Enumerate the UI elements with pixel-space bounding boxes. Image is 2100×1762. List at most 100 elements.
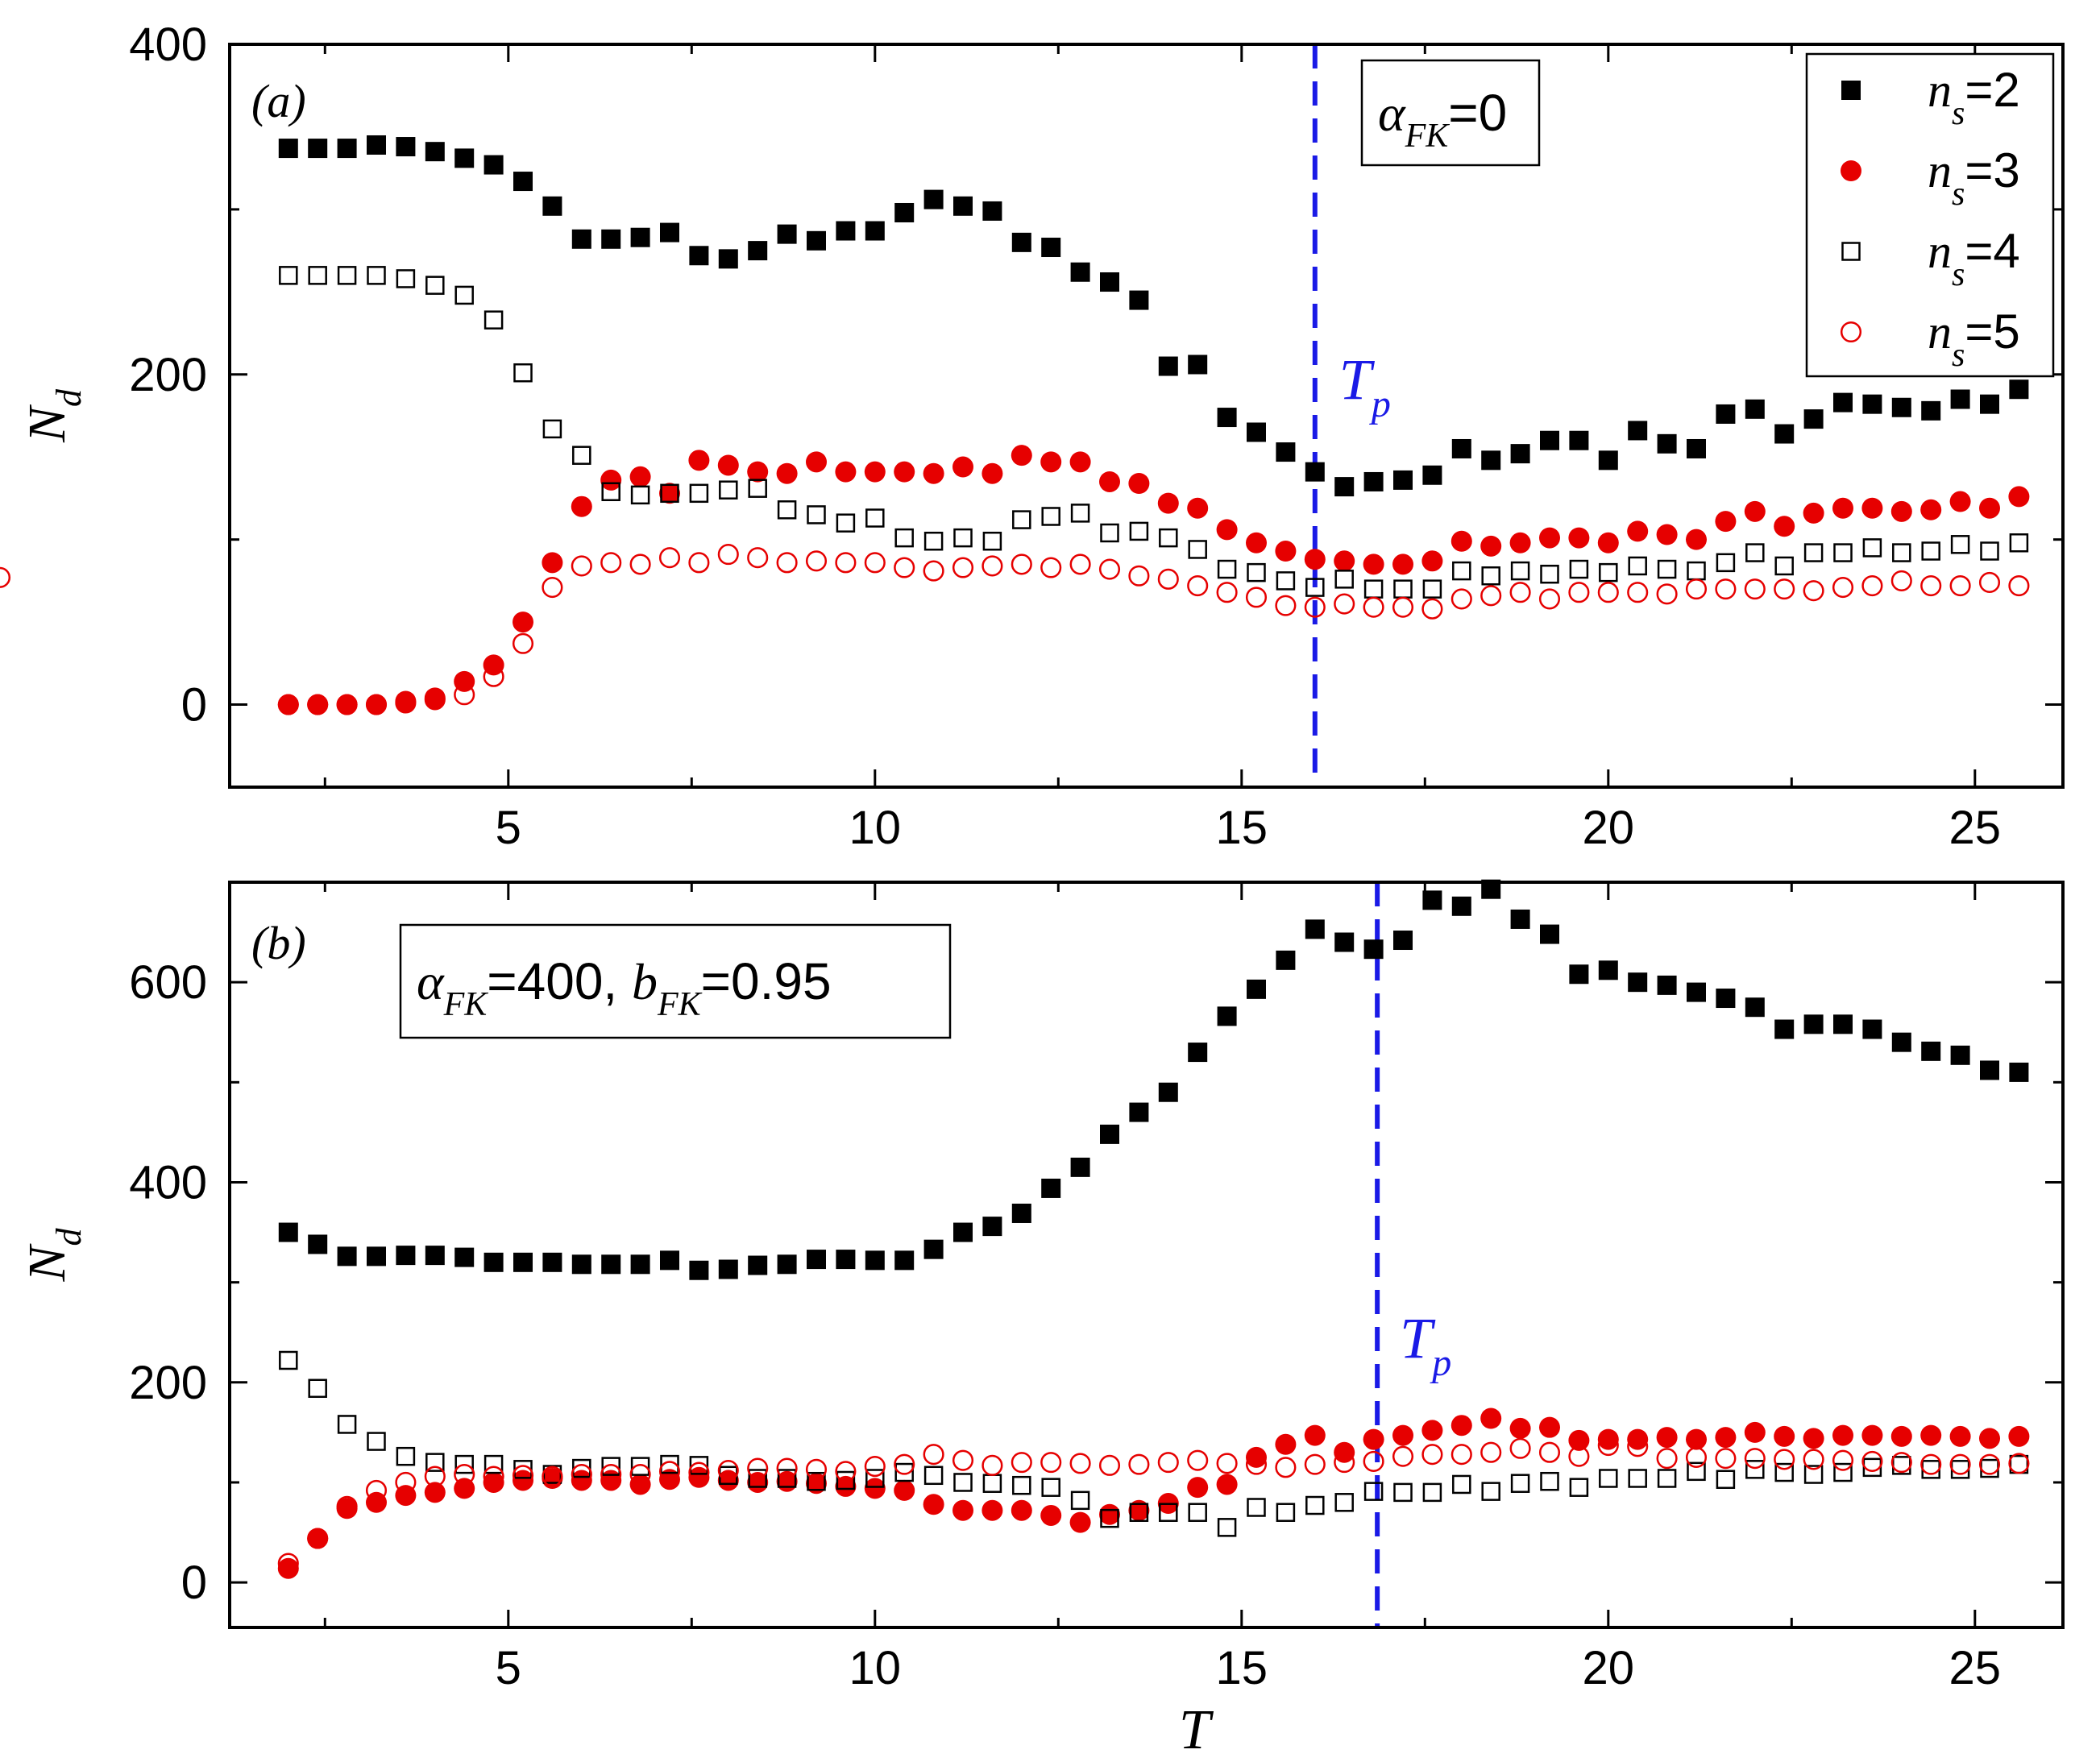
data-point (864, 461, 886, 483)
data-point (1715, 1448, 1737, 1470)
data-point (1569, 559, 1589, 579)
data-point (600, 552, 622, 574)
data-point (1041, 1178, 1061, 1198)
data-point (1100, 1124, 1119, 1144)
data-point (805, 1458, 828, 1480)
data-point (1246, 1446, 1267, 1468)
data-point (1188, 1503, 1207, 1522)
data-point (1098, 558, 1121, 580)
data-point (1628, 421, 1648, 441)
data-point (542, 419, 562, 439)
data-point (1538, 588, 1561, 610)
data-point (542, 577, 563, 599)
data-point (1069, 1453, 1091, 1474)
data-point (865, 221, 885, 241)
data-point (1540, 1471, 1559, 1491)
data-point (982, 531, 1002, 551)
data-point (864, 1456, 886, 1478)
data-point (1950, 1460, 1970, 1479)
data-point (894, 1250, 915, 1271)
data-point (571, 495, 592, 517)
annotation-sub2-b: FK (657, 986, 703, 1023)
data-point (923, 1444, 944, 1466)
data-point (748, 1469, 767, 1488)
data-point (396, 269, 416, 288)
data-point (483, 665, 504, 687)
data-point (1979, 1428, 2000, 1449)
data-point (1216, 519, 1238, 541)
data-point (1188, 354, 1208, 375)
data-point (1599, 562, 1618, 582)
data-point (1304, 549, 1326, 570)
y-tick-label: 0 (181, 679, 207, 732)
data-point (1392, 596, 1414, 618)
data-point (1158, 356, 1178, 376)
data-point (277, 694, 299, 715)
legend-marker (1841, 81, 1861, 100)
data-point (865, 1469, 885, 1488)
data-point (1012, 1475, 1031, 1495)
data-point (542, 196, 562, 216)
data-point (571, 555, 592, 577)
data-point (717, 544, 739, 566)
data-point (1100, 1508, 1119, 1528)
data-point (1276, 950, 1296, 970)
data-point (1012, 510, 1031, 529)
data-point (396, 137, 416, 157)
data-point (836, 221, 856, 241)
data-point (1833, 392, 1853, 413)
data-point (1745, 399, 1765, 419)
data-point (483, 1252, 504, 1272)
data-point (1304, 1453, 1326, 1475)
data-point (1304, 596, 1326, 618)
data-point (1598, 450, 1618, 471)
series-ns=2 (278, 135, 2029, 497)
data-point (1803, 1014, 1824, 1034)
data-point (337, 266, 357, 285)
legend-label: ns=3 (1928, 143, 2020, 213)
data-point (1540, 430, 1559, 450)
data-point (1950, 535, 1970, 554)
data-point (1247, 422, 1266, 442)
data-point (2009, 379, 2029, 400)
data-point (1305, 919, 1325, 939)
data-point (1040, 1452, 1062, 1474)
data-point (1803, 1449, 1824, 1470)
data-point (1275, 541, 1297, 562)
data-point (1774, 1449, 1795, 1470)
data-point (1129, 1503, 1149, 1522)
data-point (1011, 1452, 1032, 1474)
data-point (1305, 578, 1325, 597)
data-point (1597, 1434, 1619, 1457)
data-point (1892, 543, 1911, 562)
data-point (1979, 497, 2000, 519)
data-point (982, 201, 1002, 221)
data-point (660, 222, 679, 243)
data-point (1627, 520, 1649, 542)
data-point (307, 694, 329, 715)
data-point (923, 1494, 944, 1515)
data-point (1745, 543, 1765, 562)
data-point (923, 560, 944, 582)
legend-item-ns=2: ns=2 (1841, 63, 2020, 132)
data-point (1538, 1441, 1561, 1463)
data-point (1041, 507, 1060, 526)
series-ns=5 (0, 544, 2030, 715)
data-point (807, 230, 826, 251)
data-point (1129, 1102, 1149, 1122)
data-point (1569, 430, 1589, 450)
data-point (600, 1463, 622, 1486)
data-point (952, 456, 973, 478)
data-point (835, 552, 857, 574)
data-point (483, 310, 504, 330)
data-point (512, 632, 534, 654)
data-point (1217, 1006, 1237, 1026)
data-point (425, 276, 445, 295)
data-point (1157, 492, 1179, 514)
data-point (278, 139, 298, 159)
data-point (1745, 997, 1765, 1018)
data-point (483, 1454, 504, 1474)
legend-marker (1841, 242, 1861, 261)
data-point (718, 1259, 738, 1279)
data-point (894, 557, 915, 578)
